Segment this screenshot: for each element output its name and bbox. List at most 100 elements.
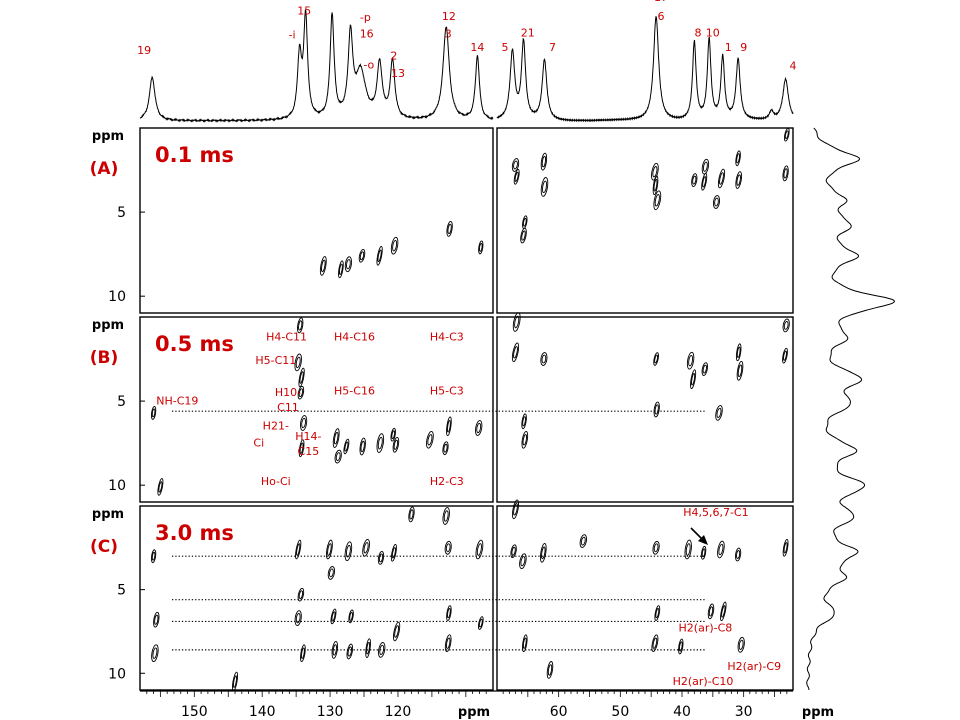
cross-peak-contour bbox=[338, 260, 344, 279]
contour-level bbox=[717, 168, 726, 189]
y-tick-label: 10 bbox=[108, 289, 126, 305]
cross-peak-contour bbox=[654, 605, 661, 621]
cross-peak-contour bbox=[334, 449, 342, 464]
cross-peak-contour bbox=[690, 369, 697, 390]
cross-peak-contour bbox=[331, 641, 338, 659]
cross-peak-contour bbox=[684, 539, 692, 560]
contour-level bbox=[346, 259, 351, 270]
cross-peak-contour bbox=[522, 215, 528, 230]
cross-peak-contour bbox=[346, 643, 354, 660]
cross-peak-contour bbox=[150, 406, 157, 420]
contour-level bbox=[522, 215, 528, 230]
contour-level bbox=[653, 352, 659, 366]
contour-level bbox=[478, 240, 484, 255]
cross-peak-contour bbox=[540, 352, 548, 366]
contour-level bbox=[737, 364, 743, 378]
contour-level bbox=[714, 197, 719, 207]
cross-peak-annotation: H5-C16 bbox=[334, 384, 375, 397]
peak-label: 17 bbox=[654, 0, 668, 4]
mixing-time-A: 0.1 ms bbox=[155, 143, 234, 167]
contour-level bbox=[654, 354, 658, 364]
cross-peak-contour bbox=[540, 152, 548, 171]
cross-peak-contour bbox=[442, 441, 449, 456]
contour-level bbox=[231, 671, 239, 692]
contour-level bbox=[319, 256, 327, 276]
cross-peak-contour bbox=[298, 439, 305, 458]
contour-level bbox=[298, 320, 303, 331]
cross-peak-contour bbox=[511, 342, 520, 363]
peak-label: 14 bbox=[470, 41, 484, 54]
contour-level bbox=[151, 644, 159, 663]
contour-level bbox=[295, 612, 301, 624]
cross-peak-annotation: Ci bbox=[253, 437, 264, 450]
cross-peak-annotation: C11 bbox=[277, 401, 299, 414]
contour-level bbox=[390, 543, 397, 562]
cross-peak-contour bbox=[298, 367, 305, 388]
contour-level bbox=[334, 449, 342, 464]
contour-level bbox=[520, 556, 526, 567]
cross-peak-contour bbox=[390, 543, 397, 562]
cross-peak-contour bbox=[393, 621, 401, 642]
cross-peak-contour bbox=[294, 353, 302, 372]
y-tick-label: 5 bbox=[117, 583, 126, 599]
contour-level bbox=[297, 317, 304, 334]
contour-level bbox=[522, 634, 528, 653]
contour-level bbox=[539, 542, 547, 563]
cross-peak-annotation: H14- bbox=[295, 430, 321, 443]
cross-peak-contour bbox=[510, 544, 517, 559]
contour-level bbox=[376, 246, 383, 266]
contour-level bbox=[446, 416, 452, 437]
cross-peak-annotation: H10- bbox=[275, 386, 301, 399]
cross-peak-contour bbox=[297, 385, 305, 400]
contour-level bbox=[716, 407, 722, 418]
contour-level bbox=[379, 644, 385, 655]
cross-peak-contour bbox=[377, 551, 385, 565]
x-tick-label: 40 bbox=[673, 704, 691, 720]
cross-peak-annotation: H2(ar)-C10 bbox=[673, 675, 734, 688]
cross-peak-contour bbox=[736, 360, 744, 381]
contour-level bbox=[783, 542, 788, 554]
cross-peak-contour bbox=[522, 634, 528, 653]
contour-level bbox=[513, 169, 520, 185]
contour-level bbox=[541, 546, 546, 560]
contour-level bbox=[736, 174, 741, 186]
peak-label: -p bbox=[360, 11, 371, 24]
contour-level bbox=[702, 364, 707, 374]
cross-peak-contour bbox=[390, 427, 396, 442]
contour-level bbox=[476, 422, 482, 434]
contour-level bbox=[426, 431, 434, 449]
contour-level bbox=[540, 177, 549, 197]
contour-level bbox=[547, 664, 553, 676]
contour-level bbox=[360, 440, 365, 453]
contour-level bbox=[540, 152, 548, 171]
contour-level bbox=[521, 430, 529, 449]
cross-peak-contour bbox=[300, 415, 308, 431]
contour-level bbox=[300, 415, 308, 431]
cross-peak-contour bbox=[444, 540, 452, 555]
contour-level bbox=[678, 641, 683, 652]
panel-C-left-frame bbox=[139, 505, 494, 691]
contour-level bbox=[701, 548, 706, 558]
contour-level bbox=[719, 172, 724, 185]
contour-level bbox=[688, 355, 694, 367]
contour-level bbox=[363, 542, 369, 554]
panel-B-right-frame bbox=[496, 316, 794, 503]
contour-level bbox=[390, 236, 399, 255]
contour-level bbox=[654, 194, 660, 207]
contour-level bbox=[511, 546, 516, 556]
cross-peak-contour bbox=[782, 318, 790, 333]
contour-level bbox=[712, 195, 721, 209]
contour-level bbox=[296, 543, 301, 556]
contour-level bbox=[150, 549, 157, 564]
cross-peak-contour bbox=[358, 248, 366, 263]
cross-peak-contour bbox=[378, 642, 386, 658]
contour-level bbox=[521, 230, 526, 241]
cross-peak-contour bbox=[735, 547, 742, 562]
cross-peak-annotation: H5-C11 bbox=[255, 354, 296, 367]
contour-level bbox=[153, 611, 160, 628]
contour-level bbox=[447, 420, 451, 433]
cross-peak-contour bbox=[651, 162, 659, 181]
cross-peak-annotation: NH-C19 bbox=[156, 395, 198, 408]
contour-level bbox=[685, 543, 691, 556]
cross-peak-contour bbox=[231, 671, 239, 692]
